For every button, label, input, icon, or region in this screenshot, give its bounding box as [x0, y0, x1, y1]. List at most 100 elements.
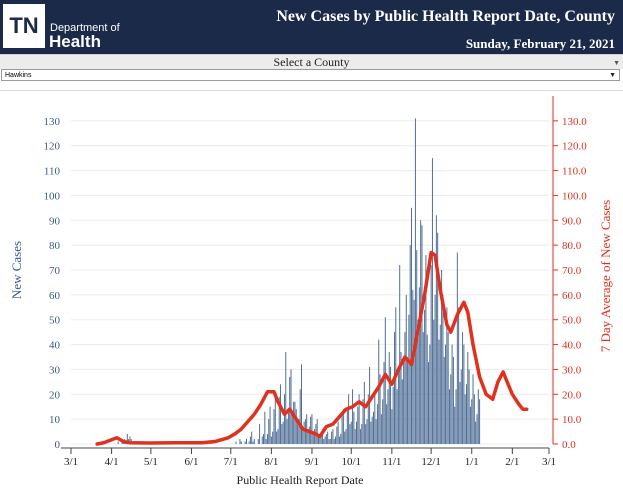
bar	[320, 431, 322, 444]
y2-tick-label: 50.0	[562, 315, 582, 327]
bar	[348, 394, 350, 444]
y-tick-label: 120	[44, 141, 61, 153]
bar	[252, 441, 254, 444]
bar-series	[117, 118, 481, 445]
bar	[353, 411, 355, 444]
bar	[472, 374, 474, 444]
bar	[466, 384, 467, 444]
bar	[456, 252, 458, 444]
bar	[354, 429, 356, 444]
bar	[464, 394, 466, 444]
bar	[332, 429, 334, 444]
y-tick-label: 0	[55, 439, 61, 451]
bar	[411, 207, 412, 444]
bar	[365, 424, 367, 444]
bar	[294, 401, 296, 444]
bar	[448, 389, 450, 444]
y-tick-label: 90	[49, 215, 61, 227]
bar	[299, 389, 301, 444]
y-tick-label: 40	[49, 340, 61, 352]
bar	[416, 250, 418, 444]
bar	[244, 441, 246, 444]
bar	[316, 419, 318, 444]
bar	[239, 439, 241, 444]
x-tick-label: 2/1	[505, 456, 519, 468]
page-title: New Cases by Public Health Report Date, …	[276, 8, 615, 25]
bar	[318, 436, 319, 444]
y2-tick-label: 100.0	[562, 190, 587, 202]
bar	[446, 307, 448, 444]
bar	[323, 439, 325, 444]
y-axis-left-ticks: 0 10 20 30 40 50 60 70 80 90 100 110 120 130	[44, 116, 61, 451]
seven-day-average-line	[95, 250, 529, 446]
bar	[417, 319, 419, 444]
bar	[321, 429, 323, 444]
bar	[276, 431, 278, 444]
bar	[312, 434, 314, 444]
bar	[454, 406, 456, 444]
bar	[392, 386, 394, 444]
bar	[383, 361, 385, 444]
bar	[384, 317, 386, 444]
y-tick-label: 100	[44, 190, 61, 202]
bar	[129, 436, 131, 444]
bar	[431, 158, 433, 444]
bar	[408, 314, 410, 444]
dept-name: Health	[49, 32, 101, 51]
bar	[345, 429, 347, 444]
bar	[425, 255, 427, 444]
y-tick-label: 60	[49, 290, 61, 302]
y2-tick-label: 120.0	[562, 141, 587, 153]
y-tick-label: 110	[44, 166, 61, 178]
bar	[362, 399, 364, 444]
bar	[443, 357, 445, 444]
bar	[380, 414, 382, 444]
bar	[301, 364, 302, 444]
x-tick-label: 6/1	[184, 456, 198, 468]
y2-tick-label: 40.0	[562, 340, 582, 352]
bar	[245, 439, 247, 444]
x-tick-label: 9/1	[305, 456, 319, 468]
x-tick-label: 1/1	[465, 456, 479, 468]
bar	[357, 406, 359, 444]
x-tick-label: 11/1	[382, 456, 401, 468]
dept-label: Department of	[50, 22, 120, 34]
x-tick-label: 3/1	[542, 456, 556, 468]
bar	[333, 439, 335, 444]
bar	[272, 431, 274, 444]
bar	[433, 319, 435, 444]
x-tick-label: 8/1	[264, 456, 278, 468]
header-bar: TN Department of Health New Cases by Pub…	[0, 0, 623, 54]
bar	[370, 421, 372, 444]
bar	[387, 389, 389, 444]
bar	[439, 324, 441, 444]
bar	[278, 396, 280, 444]
bar	[386, 404, 388, 444]
y-tick-label: 50	[49, 315, 61, 327]
bar	[346, 409, 348, 444]
bar	[337, 421, 339, 444]
bar	[405, 294, 407, 444]
bar	[274, 399, 276, 444]
collapse-caret-icon[interactable]: ▼	[613, 59, 620, 67]
bar	[349, 424, 351, 444]
bar	[344, 431, 346, 444]
bar	[270, 436, 272, 444]
bar	[379, 374, 381, 444]
bar	[257, 439, 259, 444]
x-tick-label: 7/1	[224, 456, 238, 468]
bar	[460, 369, 462, 444]
bar	[302, 429, 304, 444]
bar	[388, 352, 390, 444]
bar	[390, 366, 392, 444]
bar	[450, 374, 452, 444]
bar	[342, 409, 344, 444]
county-dropdown[interactable]: Hawkins ▼	[1, 69, 620, 81]
bar	[442, 294, 444, 444]
bar	[479, 399, 481, 444]
chevron-down-icon[interactable]: ▼	[609, 72, 616, 79]
bar	[396, 389, 398, 444]
tn-logo: TN	[3, 4, 45, 48]
x-tick-label: 12/1	[421, 456, 441, 468]
y-tick-label: 80	[49, 240, 61, 252]
